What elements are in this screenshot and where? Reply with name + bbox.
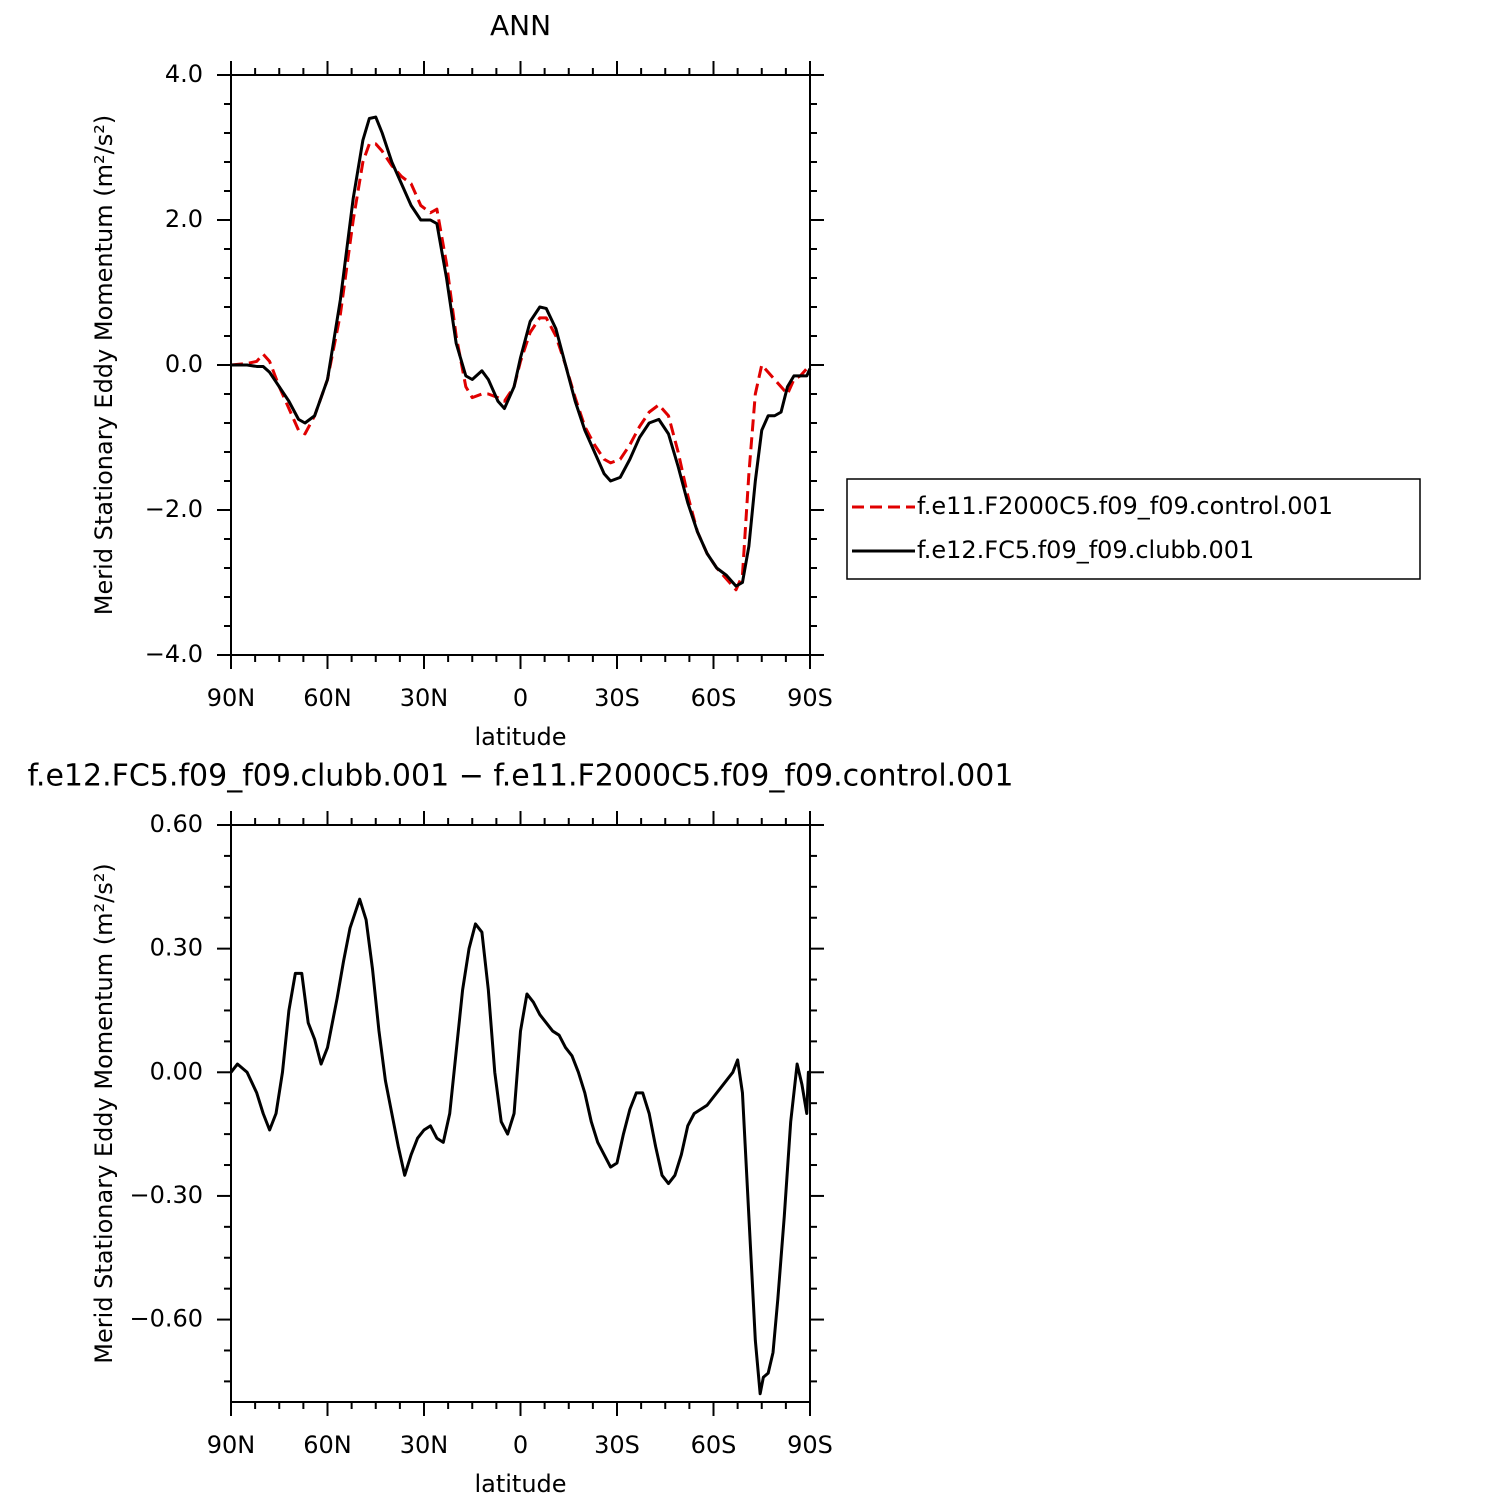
y-tick-label: 0.30 [150,934,203,962]
y-tick-label: −0.60 [129,1305,203,1333]
x-tick-label: 90S [787,1431,833,1459]
plot-frame [230,824,811,1403]
x-tick-label: 60N [303,684,352,712]
data-line [231,115,812,588]
x-tick-label: 90N [207,1431,256,1459]
y-tick-label: −0.30 [129,1181,203,1209]
x-tick-label: 60N [303,1431,352,1459]
y-tick-label: 0.00 [150,1057,203,1085]
x-tick-label: 30S [594,1431,640,1459]
x-tick-label: 30S [594,684,640,712]
y-tick-label: −2.0 [145,495,203,523]
x-tick-label: 90S [787,684,833,712]
plot-frame [230,74,811,656]
x-tick-label: 0 [513,1431,528,1459]
y-axis-label: Merid Stationary Eddy Momentum (m²/s²) [90,115,118,615]
data-line [230,142,812,592]
data-line [229,897,810,1396]
x-tick-label: 90N [207,684,256,712]
y-tick-label: 0.0 [165,350,203,378]
x-tick-label: 30N [400,684,449,712]
x-tick-label: 60S [691,684,737,712]
panel: f.e12.FC5.f09_f09.clubb.001 − f.e11.F200… [28,759,1014,1499]
legend-box [846,478,1421,580]
legend: f.e11.F2000C5.f09_f09.control.001 f.e12.F… [846,478,1421,580]
y-tick-label: −4.0 [145,640,203,668]
legend-label: f.e11.F2000C5.f09_f09.control.001 [917,492,1333,520]
y-tick-label: 0.60 [150,810,203,838]
x-axis-label: latitude [474,1470,566,1498]
y-tick-label: 4.0 [165,60,203,88]
chart-title: f.e12.FC5.f09_f09.clubb.001 − f.e11.F200… [28,759,1014,794]
y-axis-label: Merid Stationary Eddy Momentum (m²/s²) [90,863,118,1363]
x-tick-label: 0 [513,684,528,712]
legend-label: f.e12.FC5.f09_f09.clubb.001 [917,536,1254,564]
panel: ANN latitude Merid Stationary Eddy Momentu… [90,9,1421,751]
y-tick-label: 2.0 [165,205,203,233]
x-tick-label: 60S [691,1431,737,1459]
x-axis-label: latitude [474,723,566,751]
x-tick-label: 30N [400,1431,449,1459]
chart-title: ANN [490,9,551,42]
